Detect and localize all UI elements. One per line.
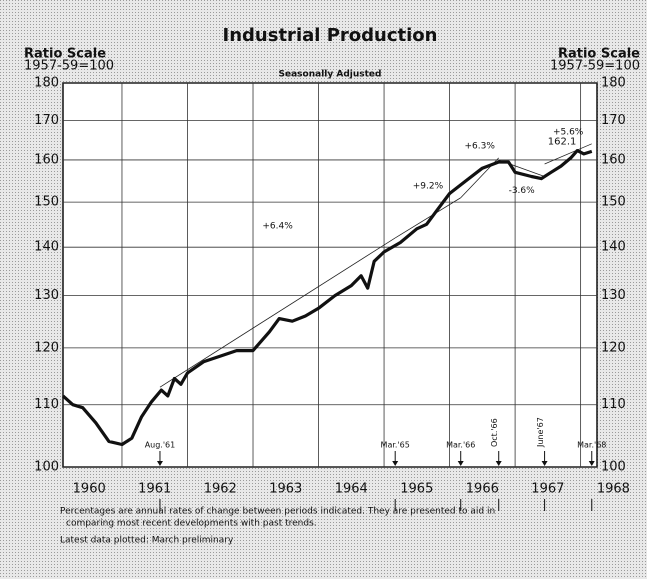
x-tick-label: 1960 xyxy=(73,482,106,497)
y-tick-label: 150 xyxy=(601,195,626,210)
y-tick-label: 140 xyxy=(34,240,59,255)
x-tick-label: 1962 xyxy=(204,482,237,497)
x-tick-label: 1968 xyxy=(597,482,630,497)
subtitle: Seasonally Adjusted xyxy=(279,70,382,80)
trend-label: +9.2% xyxy=(413,181,444,191)
axis-label: 1957-59=100 xyxy=(24,59,114,74)
y-tick-label: 100 xyxy=(34,460,59,475)
marker-arrowhead xyxy=(588,461,595,466)
y-tick-label: 110 xyxy=(34,397,59,412)
trend-line xyxy=(394,197,461,239)
y-tick-label: 180 xyxy=(601,76,626,91)
trend-label: +6.3% xyxy=(465,141,496,151)
axis-label: 1957-59=100 xyxy=(550,59,640,74)
end-label: 162.1 xyxy=(548,136,577,147)
trend-label: -3.6% xyxy=(509,186,536,196)
y-tick-label: 170 xyxy=(601,113,626,128)
marker-arrowhead xyxy=(495,461,502,466)
marker-arrowhead xyxy=(541,461,548,466)
axis-label: Ratio Scale xyxy=(24,47,106,62)
y-tick-label: 130 xyxy=(34,288,59,303)
x-tick-label: 1966 xyxy=(466,482,499,497)
marker-arrowhead xyxy=(392,461,399,466)
y-tick-label: 110 xyxy=(601,397,626,412)
x-tick-label: 1963 xyxy=(269,482,302,497)
trend-label: +5.6% xyxy=(553,127,584,137)
footnote: comparing most recent developments with … xyxy=(66,519,317,529)
y-tick-label: 140 xyxy=(601,240,626,255)
marker-arrowhead xyxy=(156,461,163,466)
y-tick-label: 160 xyxy=(34,152,59,167)
footnote: Percentages are annual rates of change b… xyxy=(60,507,495,517)
x-tick-label: 1965 xyxy=(400,482,433,497)
plot-area xyxy=(62,82,598,468)
trend-line xyxy=(544,143,592,165)
marker-label: Mar.'68 xyxy=(577,441,606,450)
chart-title: Industrial Production xyxy=(223,25,438,46)
trend-line xyxy=(159,237,396,388)
line xyxy=(61,149,593,447)
marker-arrowhead xyxy=(457,461,464,466)
marker-label: Mar.'65 xyxy=(381,441,410,450)
x-tick-label: 1961 xyxy=(138,482,171,497)
y-tick-label: 160 xyxy=(601,152,626,167)
marker-label: Aug.'61 xyxy=(145,441,176,450)
x-tick-label: 1967 xyxy=(531,482,564,497)
y-tick-label: 120 xyxy=(34,340,59,355)
y-tick-label: 180 xyxy=(34,76,59,91)
y-tick-label: 130 xyxy=(601,288,626,303)
y-tick-label: 150 xyxy=(34,195,59,210)
axis-label: Ratio Scale xyxy=(558,47,640,62)
y-tick-label: 100 xyxy=(601,460,626,475)
y-tick-label: 120 xyxy=(601,340,626,355)
y-tick-label: 170 xyxy=(34,113,59,128)
marker-label: Mar.'66 xyxy=(446,441,475,450)
x-tick-label: 1964 xyxy=(335,482,368,497)
trend-label: +6.4% xyxy=(262,221,293,231)
marker-label: June'67 xyxy=(536,417,545,448)
marker-label: Oct.'66 xyxy=(490,418,499,447)
footnote: Latest data plotted: March preliminary xyxy=(60,536,234,546)
